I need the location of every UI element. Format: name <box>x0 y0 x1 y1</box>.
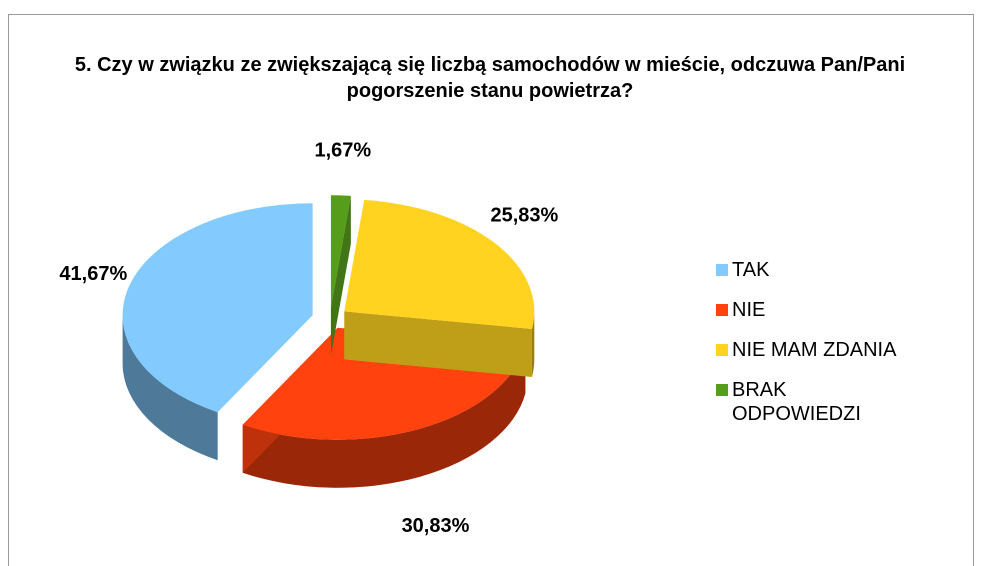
legend-item: BRAK ODPOWIEDZI <box>716 378 916 426</box>
slice-side-shade <box>122 315 218 461</box>
legend-label: NIE MAM ZDANIA <box>732 339 897 361</box>
legend-item: TAK <box>716 258 916 282</box>
pie-slice <box>122 203 313 461</box>
legend-swatch <box>716 384 728 396</box>
data-label: 1,67% <box>314 140 371 162</box>
slice-side-shade <box>242 345 526 488</box>
slice-top <box>344 200 535 329</box>
pie-slice <box>330 195 351 356</box>
legend-swatch <box>716 304 728 316</box>
legend-item: NIE <box>716 298 916 322</box>
slice-side <box>531 311 535 377</box>
legend-swatch <box>716 264 728 276</box>
legend-label: NIE <box>732 299 766 321</box>
legend-label: TAK <box>732 259 770 281</box>
slice-side-shade <box>531 311 535 377</box>
slice-wall <box>330 195 351 356</box>
legend-swatch <box>716 344 728 356</box>
data-label: 41,67% <box>59 263 127 285</box>
legend-item: NIE MAM ZDANIA <box>716 338 916 362</box>
pie-slice <box>344 200 535 377</box>
legend: TAK NIE NIE MAM ZDANIA BRAK ODPOWIEDZI <box>716 258 916 442</box>
data-label: 25,83% <box>490 205 558 227</box>
slice-side <box>242 345 526 488</box>
data-label: 30,83% <box>402 515 470 537</box>
chart-frame <box>8 14 974 566</box>
slice-wall <box>344 311 532 377</box>
legend-label: BRAK ODPOWIEDZI <box>732 379 861 425</box>
slice-wall-shade <box>330 195 351 356</box>
slice-wall-shade <box>344 311 532 377</box>
slice-side <box>122 315 218 461</box>
slice-top <box>122 203 313 413</box>
chart-title: 5. Czy w związku ze zwiększającą się lic… <box>74 54 906 102</box>
slice-top <box>330 195 351 308</box>
